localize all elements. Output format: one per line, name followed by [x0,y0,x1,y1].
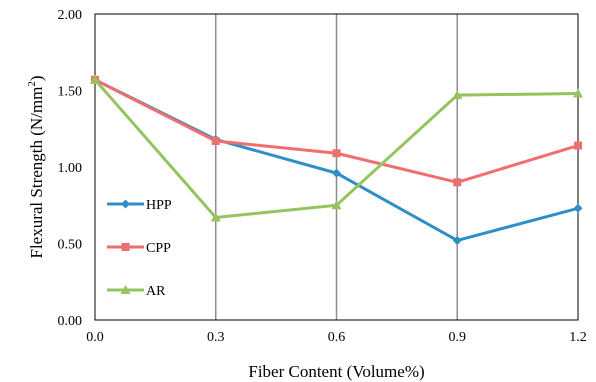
x-tick-label: 1.2 [569,330,587,345]
y-axis-label-main: Flexural Strength (N/mm [27,87,46,259]
legend-label-cpp: CPP [146,241,171,256]
data-point-hpp [573,203,583,213]
data-point-ar [90,74,100,84]
y-tick-label: 0.00 [58,314,83,329]
marker-layer [90,74,583,245]
data-point-cpp [332,149,341,158]
y-tick-label: 0.50 [58,238,83,253]
legend-marker-cpp [121,243,130,251]
x-tick-label: 0.0 [86,330,104,345]
y-axis-label: Flexural Strength (N/mm2) [26,75,46,258]
data-point-ar [210,212,221,222]
data-point-hpp [452,235,462,245]
grid-lines [215,14,458,320]
y-tick-label: 1.00 [58,161,83,176]
x-tick-label: 0.3 [207,330,225,345]
plot-area-frame [94,13,579,321]
data-point-ar [573,88,583,98]
x-tick-label: 0.9 [449,330,467,345]
data-point-cpp [574,141,582,150]
legend-label-hpp: HPP [146,198,172,213]
legend-label-ar: AR [146,284,166,299]
y-tick-label: 2.00 [58,8,83,23]
y-axis-label-superscript: 2 [26,81,38,87]
data-point-ar [452,90,463,100]
data-point-hpp [332,168,341,178]
legend: HPP CPP AR [107,198,172,299]
x-axis-label: Fiber Content (Volume%) [248,362,424,381]
tick-labels: 0.0 0.3 0.6 0.9 1.2 0.00 0.50 1.00 1.50 2.00 [58,8,587,345]
y-tick-label: 1.50 [58,85,83,100]
legend-marker-hpp [121,199,130,209]
data-point-cpp [211,136,220,145]
y-axis-label-end: ) [27,75,46,81]
data-point-ar [331,200,342,210]
x-tick-label: 0.6 [328,330,346,345]
legend-marker-ar [120,285,131,294]
data-point-cpp [453,178,462,187]
